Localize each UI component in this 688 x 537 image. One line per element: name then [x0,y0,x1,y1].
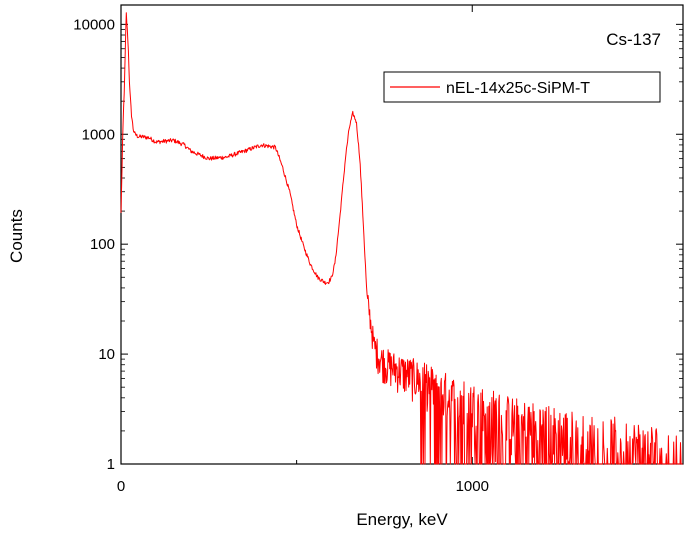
y-tick-label-100: 100 [90,236,115,253]
legend: nEL-14x25c-SiPM-T [383,71,661,103]
legend-entry-label: nEL-14x25c-SiPM-T [446,80,590,97]
tick-labels: 0 1000 1 10 100 1000 10000 [73,16,489,495]
y-tick-label-10000: 10000 [73,16,115,33]
series-layer [120,12,683,465]
y-tick-label-10: 10 [98,346,115,363]
annotation-cs137: Cs-137 [606,30,661,49]
series-line-0 [120,12,683,465]
plot-frame [120,4,684,465]
y-axis-title: Counts [7,209,26,263]
y-tick-label-1: 1 [107,456,115,473]
x-tick-label-0: 0 [117,478,125,495]
x-tick-label-1000: 1000 [456,478,489,495]
x-axis-title: Energy, keV [356,510,448,529]
axis-ticks [120,5,683,465]
y-tick-label-1000: 1000 [82,126,115,143]
